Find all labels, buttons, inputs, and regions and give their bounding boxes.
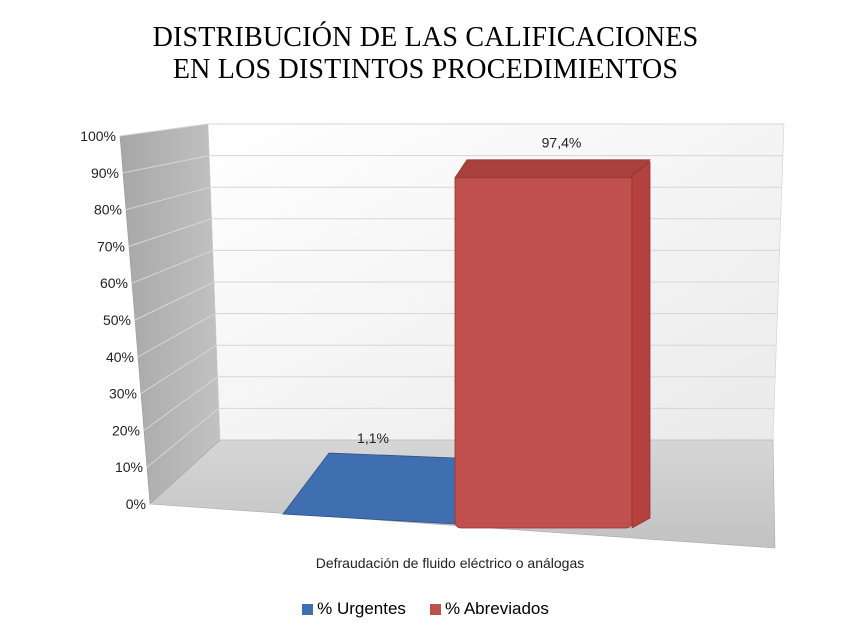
legend-item: % Abreviados [429, 599, 549, 619]
chart-title-line-2: EN LOS DISTINTOS PROCEDIMIENTOS [172, 54, 679, 85]
gridline [122, 155, 783, 174]
side-wall [119, 123, 221, 505]
y-tick-label: 70% [97, 238, 125, 254]
y-tick-label: 50% [103, 312, 131, 328]
legend-label: % Abreviados [444, 599, 549, 618]
y-tick-label: 40% [106, 349, 134, 365]
data-label: 1,1% [357, 430, 389, 446]
y-tick-label: 80% [94, 202, 122, 218]
y-tick-label: 20% [112, 422, 140, 438]
y-tick-label: 60% [100, 275, 128, 291]
legend-label: % Urgentes [317, 599, 406, 618]
bar-side-1 [631, 160, 651, 529]
x-category-label: Defraudación de fluido eléctrico o análo… [316, 555, 585, 571]
y-tick-label: 10% [115, 459, 143, 475]
y-tick-label: 30% [109, 386, 137, 402]
y-tick-label: 0% [126, 496, 146, 512]
bar-1 [454, 173, 633, 529]
chart-title-line-1: DISTRIBUCIÓN DE LAS CALIFICACIONES [152, 22, 699, 53]
bar-top-1 [454, 159, 651, 179]
y-tick-label: 100% [80, 128, 116, 144]
y-tick-label: 90% [91, 165, 119, 181]
legend-item: % Urgentes [302, 599, 406, 619]
legend: % Urgentes % Abreviados [0, 599, 851, 619]
legend-swatch [429, 604, 441, 615]
legend-swatch [302, 604, 314, 615]
data-label: 97,4% [542, 135, 582, 151]
gridline [119, 123, 784, 137]
chart-title: DISTRIBUCIÓN DE LAS CALIFICACIONES EN LO… [0, 22, 851, 86]
